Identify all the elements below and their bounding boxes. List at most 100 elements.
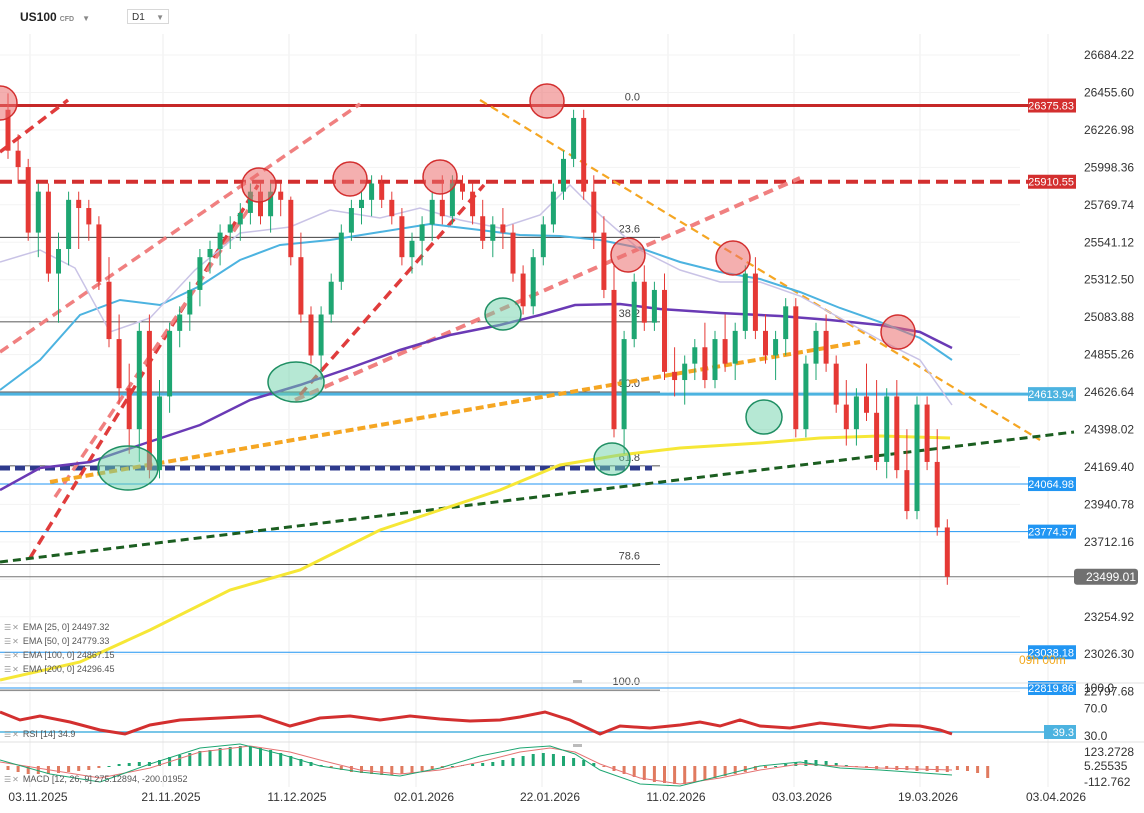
macd-histogram-bar <box>259 748 262 766</box>
candle-body <box>904 470 910 512</box>
candle-body <box>258 191 263 217</box>
bar-countdown: 09h 00m <box>1019 653 1066 667</box>
legend-ema100[interactable]: ☰✕ EMA [100, 0] 24867.15 <box>4 650 115 660</box>
price-level-label: 23038.18 <box>1028 647 1074 659</box>
macd-axis-label: 123.2728 <box>1084 745 1134 759</box>
macd-histogram-bar <box>238 746 242 766</box>
macd-axis-label: -112.762 <box>1084 775 1131 789</box>
settings-close-icon[interactable]: ☰✕ <box>4 664 20 674</box>
macd-histogram-bar <box>87 766 91 770</box>
settings-close-icon[interactable]: ☰✕ <box>4 636 20 646</box>
candle-body <box>561 158 566 192</box>
price-level-label: 26375.83 <box>1028 101 1074 113</box>
rsi-level-badge <box>1044 725 1076 739</box>
macd-histogram-bar <box>67 766 71 772</box>
settings-close-icon[interactable]: ☰✕ <box>4 650 20 660</box>
candle-body <box>611 289 617 430</box>
candle-body <box>651 289 657 323</box>
legend-ema50[interactable]: ☰✕ EMA [50, 0] 24779.33 <box>4 636 110 646</box>
settings-close-icon[interactable]: ☰✕ <box>4 622 20 632</box>
macd-histogram-bar <box>127 763 131 766</box>
price-tick-label: 26684.22 <box>1084 48 1134 62</box>
candle-body <box>187 289 193 315</box>
legend-ema200[interactable]: ☰✕ EMA [200, 0] 24296.45 <box>4 664 115 674</box>
fibonacci-label: 0.0 <box>625 92 640 104</box>
date-tick-label: 02.01.2026 <box>394 790 454 804</box>
candle-body <box>783 306 789 340</box>
macd-histogram-bar <box>198 751 202 766</box>
candle-body <box>510 232 516 274</box>
macd-histogram-bar <box>137 762 141 766</box>
macd-histogram-bar <box>945 766 949 772</box>
macd-histogram-bar <box>208 750 212 766</box>
macd-histogram-bar <box>279 753 283 766</box>
macd-histogram-bar <box>764 766 767 768</box>
chevron-down-icon: ▼ <box>156 13 164 22</box>
price-level-badge <box>1028 174 1076 189</box>
price-level-badge <box>1028 645 1076 660</box>
trendline-red-dashed <box>28 184 260 559</box>
settings-close-icon[interactable]: ☰✕ <box>4 729 20 739</box>
candle-body <box>884 396 890 462</box>
macd-histogram-bar <box>915 766 919 771</box>
support-circle-marker <box>97 445 159 491</box>
candle-body <box>247 191 253 213</box>
macd-histogram-bar <box>652 766 656 782</box>
macd-histogram-bar <box>642 766 646 780</box>
macd-histogram-bar <box>774 766 778 767</box>
price-level-label: 23774.57 <box>1028 527 1074 539</box>
rsi-axis-label: 70.0 <box>1084 702 1108 716</box>
timeframe-selector[interactable]: D1 ▼ <box>127 9 169 24</box>
legend-ema25[interactable]: ☰✕ EMA [25, 0] 24497.32 <box>4 622 110 632</box>
symbol-selector[interactable]: US100 CFD ▼ <box>20 10 90 24</box>
price-tick-label: 24626.64 <box>1084 385 1134 399</box>
price-level-label: 24613.94 <box>1028 389 1074 401</box>
macd-histogram-bar <box>319 765 323 766</box>
macd-histogram-bar <box>16 766 20 772</box>
candle-body <box>944 527 950 577</box>
symbol-type: CFD <box>59 16 75 23</box>
candle-body <box>35 191 41 233</box>
candle-body <box>348 208 354 233</box>
macd-histogram-bar <box>541 753 545 766</box>
macd-histogram-bar <box>97 766 101 768</box>
price-level-label: 24064.98 <box>1028 479 1074 491</box>
settings-close-icon[interactable]: ☰✕ <box>4 774 20 784</box>
macd-histogram-bar <box>663 766 666 783</box>
macd-histogram-bar <box>986 766 990 778</box>
fibonacci-label: 23.6 <box>619 223 640 235</box>
price-tick-label: 25083.88 <box>1084 310 1134 324</box>
price-level-badge <box>1028 524 1076 539</box>
price-tick-label: 26226.98 <box>1084 123 1134 137</box>
price-tick-label: 25541.12 <box>1084 235 1134 249</box>
legend-rsi[interactable]: ☰✕ RSI [14] 34.9 <box>4 729 76 739</box>
fibonacci-label: 78.6 <box>619 550 640 562</box>
candle-body <box>591 191 597 233</box>
candle-body <box>490 224 496 241</box>
date-tick-label: 22.01.2026 <box>520 790 580 804</box>
support-circle-marker <box>267 361 325 403</box>
candle-body <box>924 404 930 462</box>
candle-body <box>5 109 11 151</box>
price-tick-label: 22797.68 <box>1084 685 1134 699</box>
candle-body <box>399 216 405 258</box>
macd-histogram-bar <box>188 753 192 766</box>
macd-histogram-bar <box>814 760 818 766</box>
macd-histogram-bar <box>905 766 909 770</box>
candle-body <box>369 183 375 200</box>
candle-body <box>550 191 556 225</box>
candle-body <box>712 339 718 381</box>
macd-histogram-bar <box>673 766 677 784</box>
panel-resize-handle <box>573 680 582 683</box>
macd-histogram-bar <box>471 764 475 766</box>
resistance-circle-marker <box>610 237 646 273</box>
last-price-badge <box>1074 568 1138 585</box>
macd-histogram-bar <box>562 756 565 766</box>
candle-body <box>571 117 577 159</box>
date-tick-label: 03.03.2026 <box>772 790 832 804</box>
candle-body <box>429 199 435 225</box>
candle-body <box>116 339 122 389</box>
legend-macd[interactable]: ☰✕ MACD [12, 26, 9] 275.12894, -200.01952 <box>4 774 188 784</box>
candle-body <box>520 273 526 307</box>
